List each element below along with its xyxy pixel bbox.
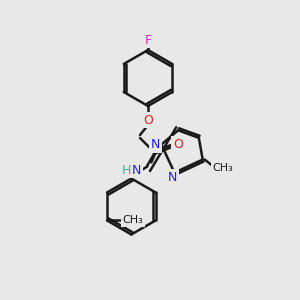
Text: CH₃: CH₃ bbox=[212, 163, 233, 172]
Text: H: H bbox=[121, 164, 131, 176]
Text: N: N bbox=[151, 138, 160, 151]
Text: N: N bbox=[131, 164, 141, 176]
Text: O: O bbox=[173, 137, 183, 151]
Text: CH₃: CH₃ bbox=[123, 215, 143, 226]
Text: O: O bbox=[143, 113, 153, 127]
Text: F: F bbox=[144, 34, 152, 46]
Text: N: N bbox=[168, 171, 177, 184]
